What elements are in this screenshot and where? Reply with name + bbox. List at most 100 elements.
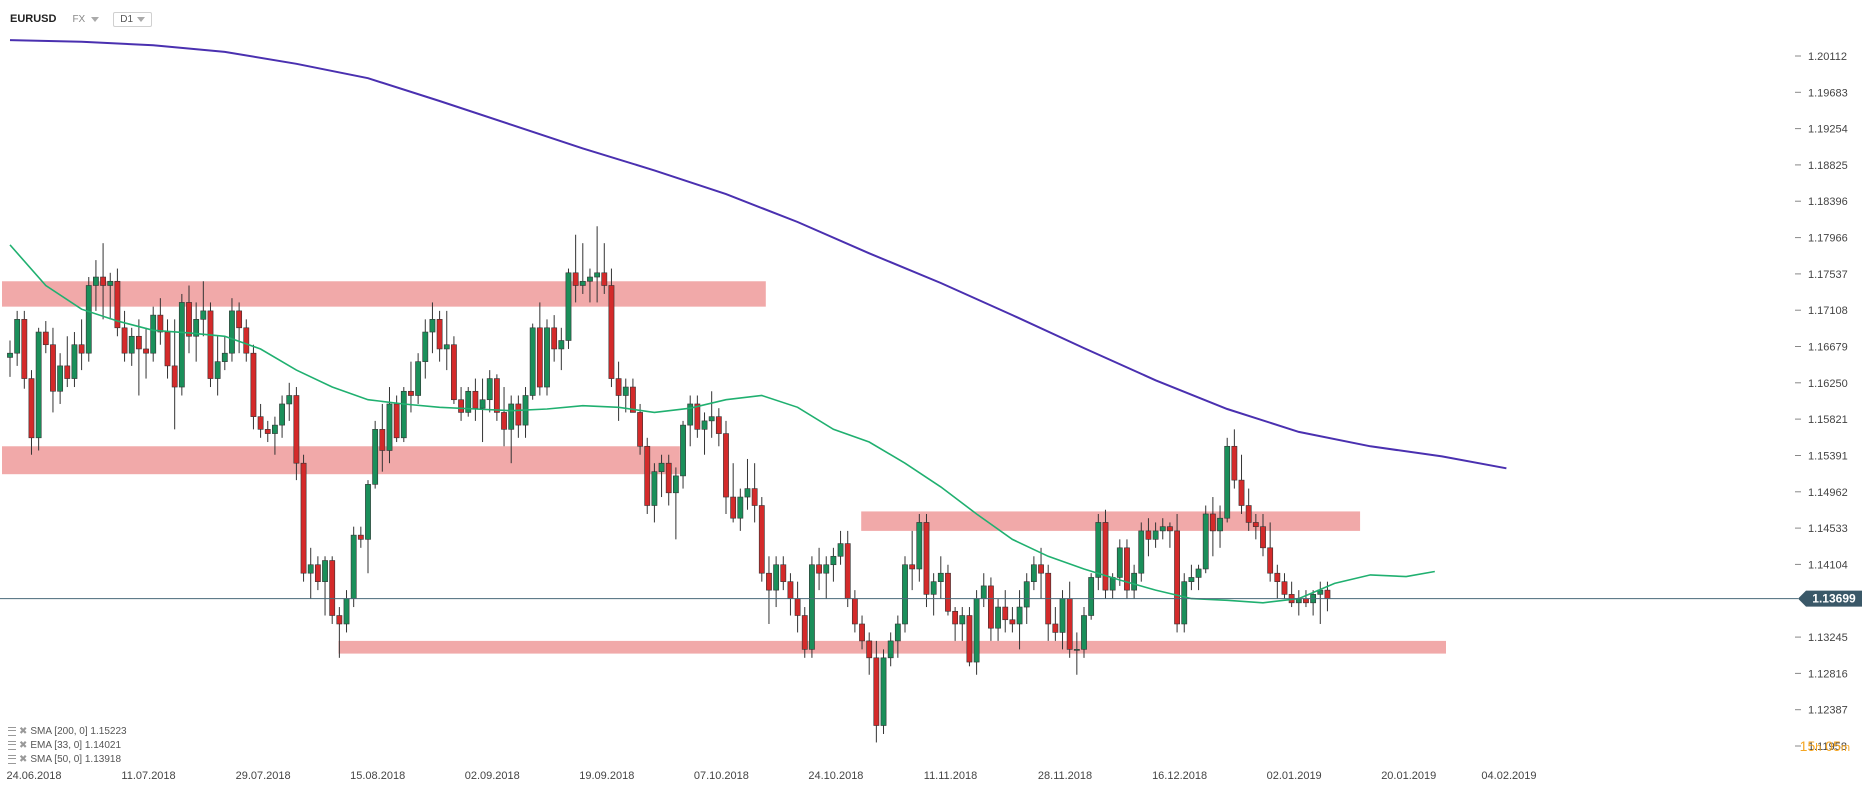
legend-item[interactable]: ✖ SMA [200, 0] 1.15223 [8,724,127,738]
candle-bear [608,285,615,379]
candle-bear [1303,598,1309,604]
x-tick-label: 02.09.2018 [465,770,520,782]
remove-indicator-icon[interactable]: ✖ [19,753,28,765]
market-label[interactable]: FX [72,13,86,25]
candle-bull [286,395,293,405]
candle-bear [293,395,300,464]
indicator-settings-icon[interactable] [8,726,16,736]
candle-bull [128,335,135,354]
candle-bull [744,488,751,498]
candle-bear [357,534,364,540]
remove-indicator-icon[interactable]: ✖ [19,739,28,751]
candle-bear [379,429,386,451]
candle-bull [1195,568,1202,578]
candle-bear [157,314,164,333]
candle-bear [766,572,772,591]
candle-bear [572,272,579,286]
candle-bull [93,276,99,286]
candle-bear [1002,606,1009,621]
candle-bear [615,378,622,396]
remove-indicator-icon[interactable]: ✖ [19,725,28,737]
candle-bear [952,610,959,625]
candle-bear [114,280,121,329]
candle-bull [429,319,436,333]
candle-bull [594,272,601,278]
timeframe-select[interactable]: D1 [113,11,153,27]
candle-bull [830,555,837,566]
candle-bull [1116,547,1123,578]
candle-bear [493,378,500,413]
indicator-settings-icon[interactable] [8,740,16,750]
candle-bear [472,390,479,409]
candle-bull [214,361,221,379]
market-dropdown-icon[interactable] [91,16,100,22]
legend-label: SMA [200, 0] 1.15223 [30,725,127,737]
candle-bull [279,403,285,426]
x-tick-label: 02.01.2019 [1267,770,1322,782]
candle-bull [1181,581,1188,625]
candle-bull [529,327,536,396]
symbol-label[interactable]: EURUSD [10,13,57,25]
candle-bear [243,327,250,354]
candle-bull [343,598,350,625]
candle-bear [844,543,851,599]
candle-bear [171,365,178,388]
x-tick-label: 24.10.2018 [808,770,863,782]
candle-bear [1324,589,1331,599]
y-tick-label: 1.20112 [1808,51,1847,63]
y-tick-label: 1.11958 [1808,741,1847,753]
legend-label: EMA [33, 0] 1.14021 [30,739,122,751]
candle-bull [1016,606,1023,625]
candle-bull [229,310,235,354]
candle-bull [1030,564,1037,582]
candle-bull [894,623,901,642]
candle-bull [193,319,200,337]
candle-bull [57,365,64,392]
candle-bear [250,352,257,417]
candle-bull [916,522,923,570]
candle-bull [809,564,815,650]
candle-bear [300,462,307,574]
x-tick-label: 20.01.2019 [1381,770,1436,782]
candle-bear [1145,530,1152,540]
candle-bull [902,564,908,625]
price-axis[interactable]: 1.20112 1.19683 1.19254 1.18825 1.18396 1.179… [1795,51,1848,753]
candle-bull [1152,530,1159,540]
candle-bear [966,615,973,663]
candle-bull [565,272,572,341]
candle-bear [787,581,794,599]
candle-bear [1238,479,1245,506]
candle-bull [1059,598,1066,633]
resistance-zone [2,446,680,475]
candle-bull [1023,581,1030,608]
x-tick-label: 11.07.2018 [121,770,175,782]
legend-item[interactable]: ✖ EMA [33, 0] 1.14021 [8,738,127,752]
indicator-settings-icon[interactable] [8,754,16,764]
candle-bear [851,598,858,625]
candle-bull [937,572,944,582]
legend-item[interactable]: ✖ SMA [50, 0] 1.13918 [8,752,127,766]
time-axis[interactable]: 24.06.2018 11.07.2018 29.07.2018 15.08.2018… [6,770,1536,782]
candle-bear [135,335,142,350]
candle-bull [465,390,472,413]
x-tick-label: 04.02.2019 [1481,770,1536,782]
candle-bull [579,280,586,286]
candle-bull [7,352,13,358]
candle-bull [1073,649,1080,651]
candle-countdown: 15h 05m [1800,738,1850,754]
y-tick-label: 1.14533 [1808,523,1848,535]
x-tick-label: 28.11.2018 [1038,770,1092,782]
candle-bear [458,399,464,413]
candle-bear [630,386,636,413]
candle-bull [651,471,658,506]
candle-bull [386,403,393,451]
candle-bear [945,572,951,612]
candle-bear [121,327,128,354]
candle-bear [665,462,672,494]
y-tick-label: 1.14104 [1808,559,1848,571]
candle-bull [486,378,493,401]
candle-bull [221,352,228,362]
y-tick-label: 1.19254 [1808,124,1848,136]
candle-bull [400,390,407,439]
